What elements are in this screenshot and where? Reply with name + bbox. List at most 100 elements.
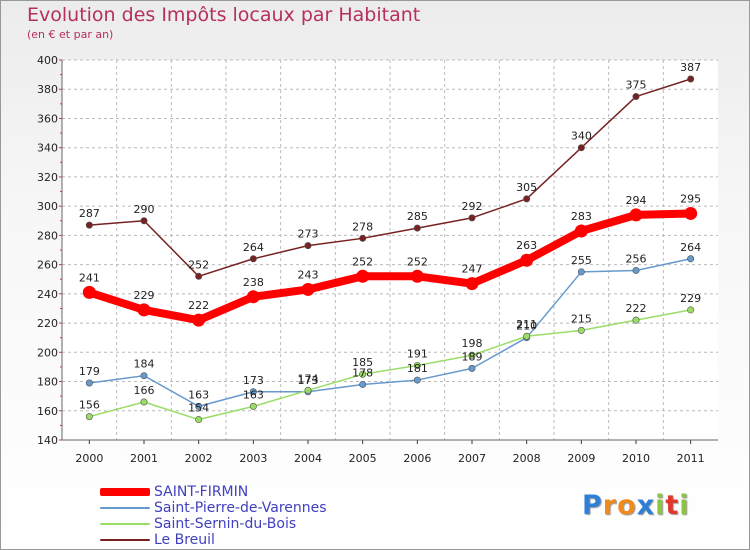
legend-item: SAINT-FIRMIN [100, 484, 360, 500]
data-point [577, 268, 585, 276]
data-point [304, 386, 312, 394]
data-point [82, 285, 96, 299]
legend-swatch [100, 507, 150, 509]
data-label: 222 [626, 302, 647, 315]
data-point [249, 402, 257, 410]
data-point [468, 351, 476, 359]
data-point [523, 332, 531, 340]
logo-letter: x [636, 490, 656, 521]
data-point [359, 380, 367, 388]
data-label: 198 [462, 337, 483, 350]
data-point [632, 93, 640, 101]
data-label: 173 [298, 374, 319, 387]
y-tick-label: 400 [37, 54, 58, 67]
logo-letter: i [679, 490, 690, 521]
data-label: 285 [407, 210, 428, 223]
data-point [577, 326, 585, 334]
data-point [523, 195, 531, 203]
data-label: 340 [571, 130, 592, 143]
data-label: 295 [680, 192, 701, 205]
x-tick-label: 2001 [130, 452, 158, 465]
data-point [574, 224, 588, 238]
data-label: 241 [79, 271, 100, 284]
data-point [632, 266, 640, 274]
y-tick-label: 140 [37, 434, 58, 447]
data-point [85, 413, 93, 421]
data-label: 229 [680, 292, 701, 305]
x-tick-label: 2002 [185, 452, 213, 465]
data-label: 387 [680, 61, 701, 74]
data-label: 166 [134, 384, 155, 397]
data-label: 292 [462, 200, 483, 213]
data-point [85, 221, 93, 229]
legend-label: Saint-Sernin-du-Bois [154, 516, 297, 532]
data-point [246, 290, 260, 304]
data-point [359, 234, 367, 242]
data-label: 263 [516, 239, 537, 252]
data-point [195, 272, 203, 280]
x-tick-label: 2000 [75, 452, 103, 465]
data-label: 294 [626, 194, 647, 207]
y-tick-label: 160 [37, 405, 58, 418]
data-label: 273 [298, 228, 319, 241]
data-point [195, 402, 203, 410]
data-label: 156 [79, 399, 100, 412]
y-tick-label: 280 [37, 229, 58, 242]
y-tick-label: 360 [37, 112, 58, 125]
data-point [468, 364, 476, 372]
logo-letter: i [655, 490, 666, 521]
proxiti-logo: Proxiti [582, 490, 690, 521]
data-label: 163 [188, 388, 209, 401]
data-label: 174 [298, 372, 319, 385]
x-tick-label: 2006 [403, 452, 431, 465]
data-label: 255 [571, 254, 592, 267]
data-label: 264 [243, 241, 264, 254]
y-tick-label: 220 [37, 317, 58, 330]
data-point [520, 253, 534, 267]
data-label: 305 [516, 181, 537, 194]
x-tick-label: 2007 [458, 452, 486, 465]
data-point [413, 224, 421, 232]
data-label: 238 [243, 276, 264, 289]
data-point [577, 144, 585, 152]
legend-swatch [100, 523, 150, 525]
data-label: 178 [352, 366, 373, 379]
data-label: 210 [516, 320, 537, 333]
data-point [85, 379, 93, 387]
logo-letter: o [617, 490, 637, 521]
legend-swatch [100, 539, 150, 541]
series-line-3 [89, 78, 691, 278]
data-label: 287 [79, 207, 100, 220]
logo-letter: P [582, 490, 603, 521]
x-tick-label: 2004 [294, 452, 322, 465]
data-point [249, 388, 257, 396]
data-point [468, 214, 476, 222]
data-point [410, 269, 424, 283]
series-line-2 [89, 309, 691, 421]
data-label: 247 [462, 263, 483, 276]
data-label: 375 [626, 79, 647, 92]
legend-label: Saint-Pierre-de-Varennes [154, 500, 327, 516]
series-line-1 [89, 258, 691, 408]
data-point [684, 206, 698, 220]
legend-label: SAINT-FIRMIN [154, 484, 249, 500]
data-point [632, 316, 640, 324]
data-label: 290 [134, 203, 155, 216]
plot-area [62, 60, 718, 440]
chart-title: Evolution des Impôts locaux par Habitant [27, 4, 421, 26]
x-tick-label: 2010 [622, 452, 650, 465]
data-label: 278 [352, 220, 373, 233]
legend-item: Saint-Pierre-de-Varennes [100, 500, 360, 516]
legend-label: Le Breuil [154, 532, 215, 548]
data-point [687, 255, 695, 263]
data-point [192, 313, 206, 327]
data-label: 256 [626, 252, 647, 265]
data-point [465, 277, 479, 291]
data-label: 191 [407, 347, 428, 360]
data-label: 229 [134, 289, 155, 302]
data-label: 283 [571, 210, 592, 223]
data-point [413, 361, 421, 369]
y-tick-label: 260 [37, 259, 58, 272]
data-point [304, 242, 312, 250]
y-tick-label: 180 [37, 376, 58, 389]
